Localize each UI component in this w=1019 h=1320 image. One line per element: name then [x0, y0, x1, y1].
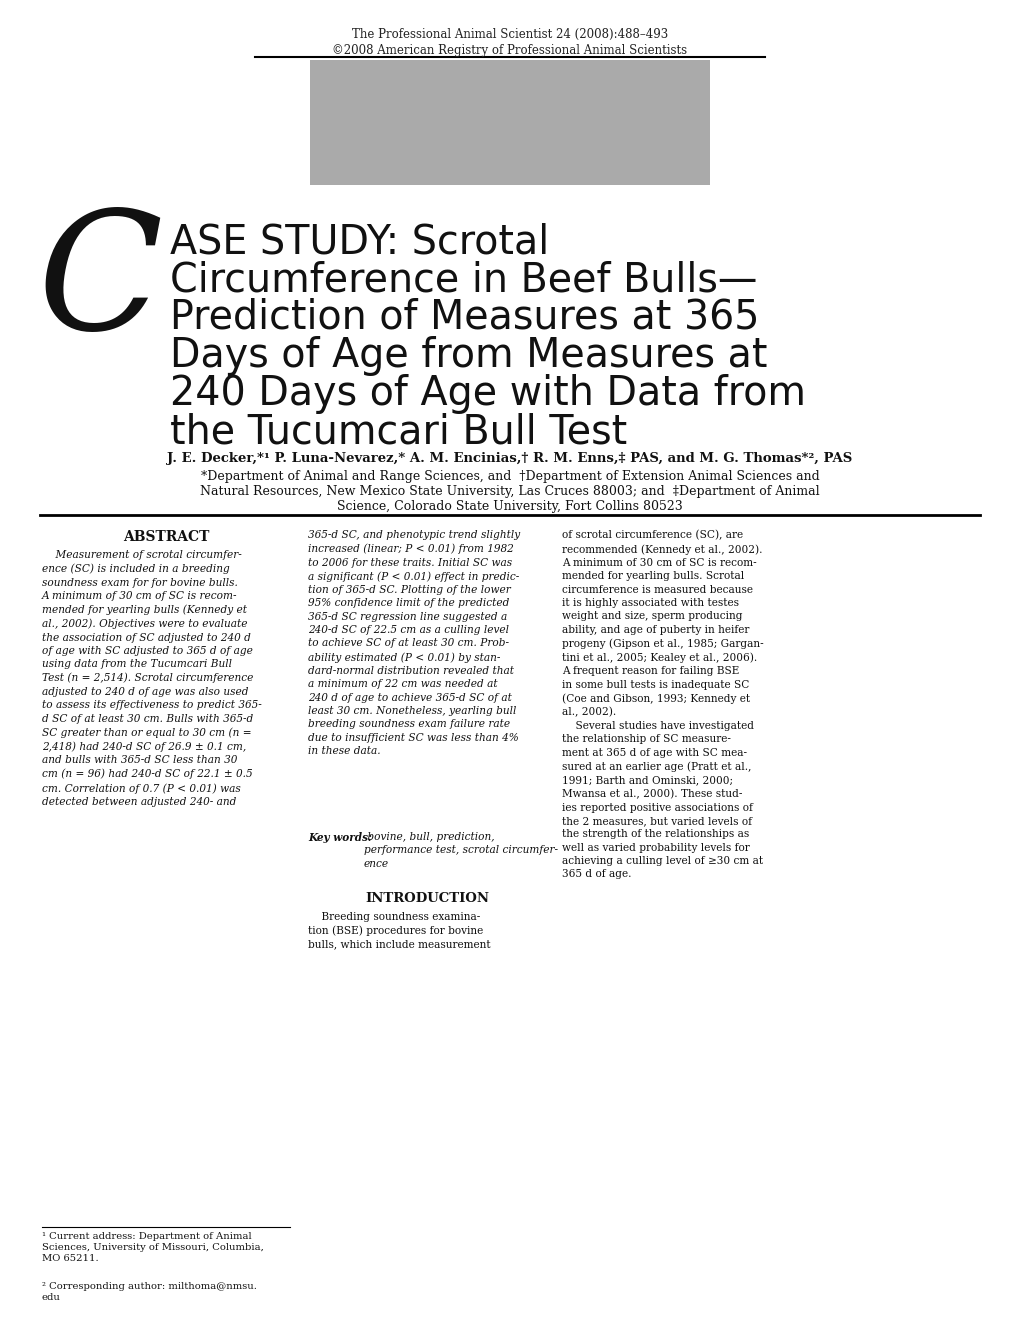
- Text: ASE STUDY: Scrotal: ASE STUDY: Scrotal: [170, 222, 548, 261]
- Text: ABSTRACT: ABSTRACT: [122, 531, 209, 544]
- Text: ©2008 American Registry of Professional Animal Scientists: ©2008 American Registry of Professional …: [332, 44, 687, 57]
- Text: J. E. Decker,*¹ P. Luna-Nevarez,* A. M. Encinias,† R. M. Enns,‡ PAS, and M. G. T: J. E. Decker,*¹ P. Luna-Nevarez,* A. M. …: [167, 451, 852, 465]
- Text: Science, Colorado State University, Fort Collins 80523: Science, Colorado State University, Fort…: [337, 500, 682, 513]
- Text: C: C: [38, 205, 163, 364]
- Text: Natural Resources, New Mexico State University, Las Cruces 88003; and  ‡Departme: Natural Resources, New Mexico State Univ…: [200, 484, 819, 498]
- Text: ² Corresponding author: milthoma@nmsu.
edu: ² Corresponding author: milthoma@nmsu. e…: [42, 1282, 257, 1303]
- Text: Key words:: Key words:: [308, 832, 372, 843]
- Text: bovine, bull, prediction,
performance test, scrotal circumfer-
ence: bovine, bull, prediction, performance te…: [364, 832, 557, 869]
- Text: Measurement of scrotal circumfer-
ence (SC) is included in a breeding
soundness : Measurement of scrotal circumfer- ence (…: [42, 550, 262, 807]
- Text: *Department of Animal and Range Sciences, and  †Department of Extension Animal S: *Department of Animal and Range Sciences…: [201, 470, 818, 483]
- Bar: [310, 59, 709, 185]
- Text: INTRODUCTION: INTRODUCTION: [365, 892, 488, 906]
- Text: the Tucumcari Bull Test: the Tucumcari Bull Test: [170, 412, 627, 451]
- Text: Circumference in Beef Bulls—: Circumference in Beef Bulls—: [170, 260, 757, 300]
- Text: Prediction of Measures at 365: Prediction of Measures at 365: [170, 298, 759, 338]
- Text: The Professional Animal Scientist 24 (2008):488–493: The Professional Animal Scientist 24 (20…: [352, 28, 667, 41]
- Text: Breeding soundness examina-
tion (BSE) procedures for bovine
bulls, which includ: Breeding soundness examina- tion (BSE) p…: [308, 912, 490, 949]
- Text: of scrotal circumference (SC), are
recommended (Kennedy et al., 2002).
A minimum: of scrotal circumference (SC), are recom…: [561, 531, 763, 879]
- Text: Days of Age from Measures at: Days of Age from Measures at: [170, 337, 766, 376]
- Text: 240 Days of Age with Data from: 240 Days of Age with Data from: [170, 374, 805, 414]
- Text: 365-d SC, and phenotypic trend slightly
increased (linear; P < 0.01) from 1982
t: 365-d SC, and phenotypic trend slightly …: [308, 531, 520, 756]
- Text: ¹ Current address: Department of Animal
Sciences, University of Missouri, Columb: ¹ Current address: Department of Animal …: [42, 1232, 264, 1263]
